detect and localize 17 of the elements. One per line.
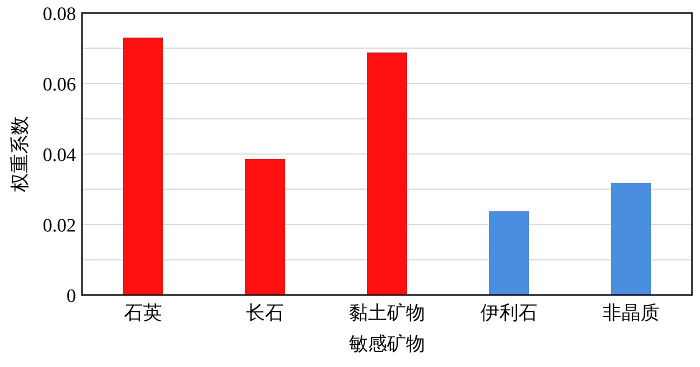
x-tick-label: 黏土矿物 bbox=[349, 302, 425, 324]
x-tick-label: 石英 bbox=[124, 303, 162, 324]
x-tick-label: 非晶质 bbox=[602, 303, 660, 324]
bar bbox=[123, 38, 163, 295]
y-tick-label: 0.02 bbox=[42, 216, 76, 236]
bar bbox=[367, 52, 407, 295]
y-tick-label: 0.08 bbox=[42, 4, 76, 25]
y-tick-label: 0 bbox=[66, 286, 76, 307]
y-tick-label: 0.04 bbox=[42, 145, 76, 166]
y-tick-label: 0.06 bbox=[42, 74, 76, 96]
x-tick-label: 伊利石 bbox=[480, 303, 538, 324]
x-axis-title: 敏感矿物 bbox=[349, 333, 425, 355]
y-axis-title: 权重系数 bbox=[10, 116, 31, 193]
bar bbox=[611, 182, 651, 295]
bar bbox=[489, 211, 529, 295]
x-tick-label: 长石 bbox=[246, 303, 284, 324]
bar bbox=[245, 158, 285, 295]
